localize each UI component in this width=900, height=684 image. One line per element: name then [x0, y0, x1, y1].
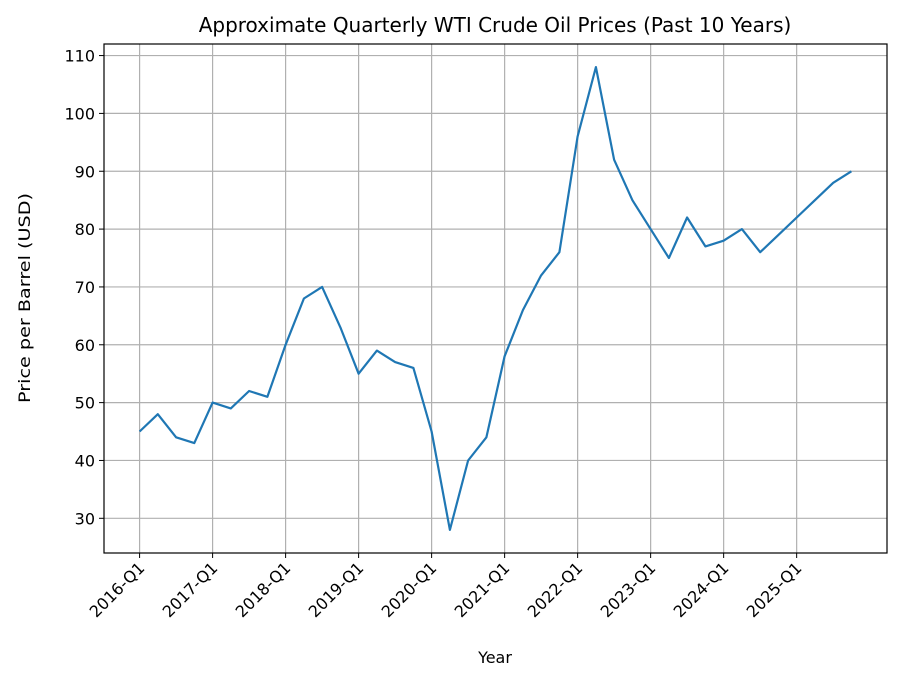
y-tick-label: 100 [64, 104, 95, 123]
x-tick-label: 2022-Q1 [524, 558, 587, 621]
y-tick-label: 50 [75, 394, 95, 413]
y-tick-label: 30 [75, 509, 95, 528]
y-tick-label: 40 [75, 451, 95, 470]
x-tick-label: 2021-Q1 [451, 558, 514, 621]
x-axis-label: Year [477, 648, 512, 667]
x-tick-label: 2017-Q1 [159, 558, 222, 621]
y-tick-label: 60 [75, 336, 95, 355]
chart-title: Approximate Quarterly WTI Crude Oil Pric… [199, 13, 792, 37]
y-axis: 30 40 50 60 70 80 90 100 110 [64, 47, 104, 529]
y-tick-label: 70 [75, 278, 95, 297]
y-axis-label: Price per Barrel (USD) [15, 193, 34, 403]
x-tick-label: 2025-Q1 [743, 558, 806, 621]
x-tick-label: 2023-Q1 [597, 558, 660, 621]
y-tick-label: 110 [64, 47, 95, 66]
x-tick-label: 2020-Q1 [378, 558, 441, 621]
y-tick-label: 80 [75, 220, 95, 239]
x-tick-label: 2024-Q1 [670, 558, 733, 621]
y-tick-label: 90 [75, 162, 95, 181]
grid [104, 44, 887, 553]
x-tick-label: 2019-Q1 [305, 558, 368, 621]
plot-frame [104, 44, 887, 553]
x-tick-label: 2018-Q1 [232, 558, 295, 621]
x-tick-label: 2016-Q1 [86, 558, 149, 621]
